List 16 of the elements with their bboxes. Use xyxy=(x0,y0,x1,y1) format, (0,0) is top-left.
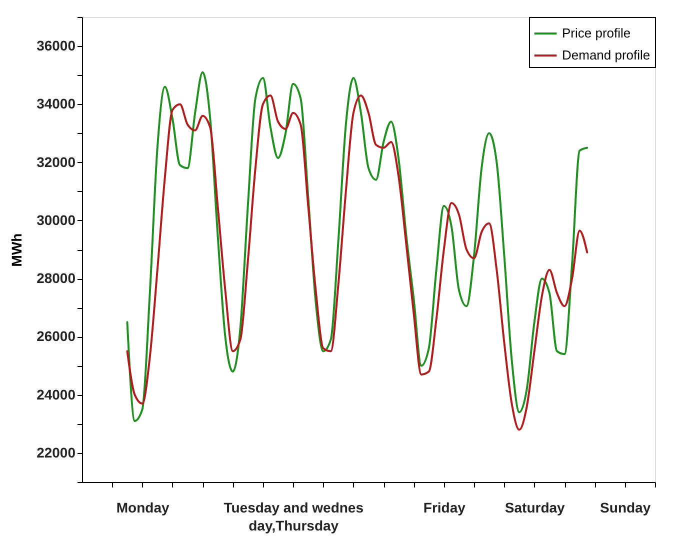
y-tick-label: 24000 xyxy=(36,386,76,402)
x-tick-label: Monday xyxy=(116,500,170,516)
y-tick-label: 22000 xyxy=(36,444,76,460)
x-tick-label: Saturday xyxy=(504,500,566,516)
y-tick-label: 34000 xyxy=(36,96,76,112)
legend-label: Demand profile xyxy=(562,48,650,62)
y-tick-label: 36000 xyxy=(36,38,76,54)
y-tick-label: 32000 xyxy=(36,154,76,170)
x-tick-label: Tuesday and wednes day,Thursday xyxy=(224,500,364,534)
x-tick-label: Friday xyxy=(423,500,466,516)
legend-label: Price profile xyxy=(562,26,631,40)
y-axis-title: MWh xyxy=(8,233,25,267)
x-tick-label: Sunday xyxy=(600,500,651,516)
y-tick-label: 26000 xyxy=(36,328,76,344)
y-tick-label: 30000 xyxy=(36,212,76,228)
y-tick-label: 28000 xyxy=(36,270,76,286)
